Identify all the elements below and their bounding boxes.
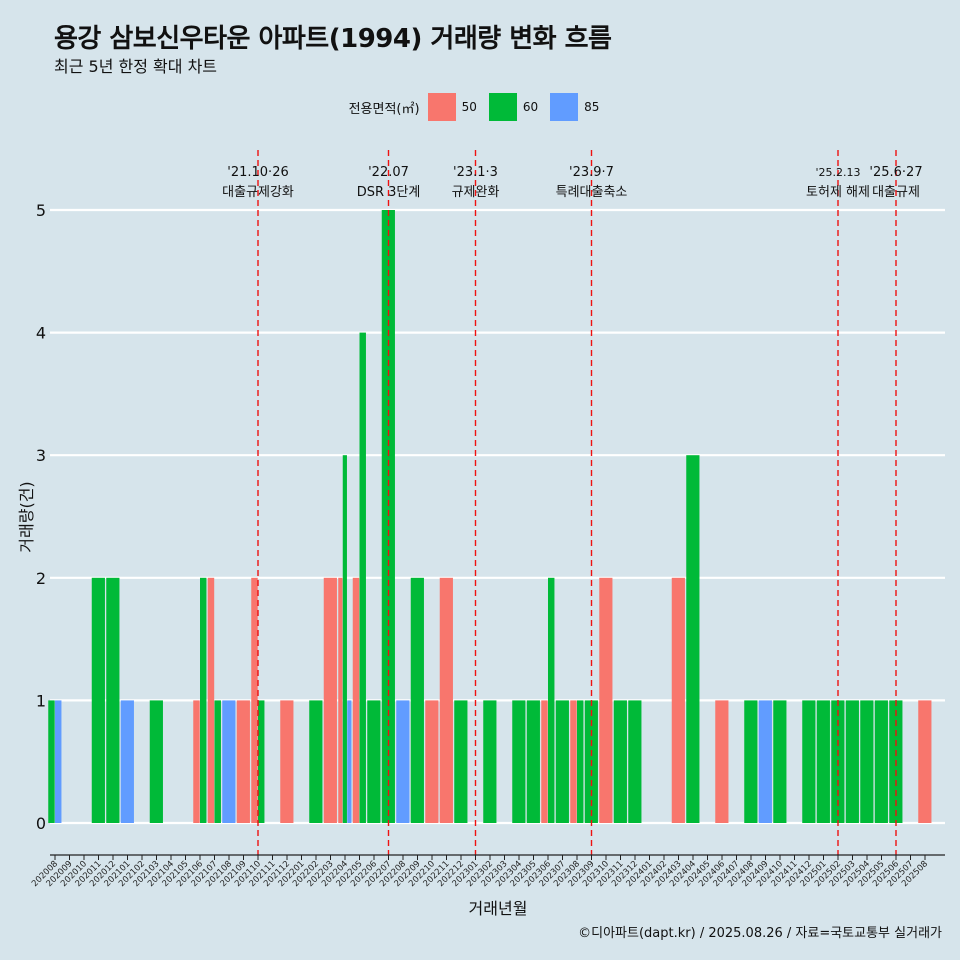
x-axis-label: 거래년월 (469, 899, 528, 918)
legend-label-50: 50 (461, 100, 477, 114)
bar-202008-85 (55, 700, 62, 823)
bar-202307-60 (555, 700, 569, 823)
bar-202103-60 (149, 700, 163, 823)
caption: ©디아파트(dapt.kr) / 2025.08.26 / 자료=국토교통부 실… (578, 926, 942, 941)
bar-202012-60 (106, 577, 120, 823)
bar-202311-60 (613, 700, 627, 823)
bar-202302-60 (483, 700, 497, 823)
bar-202409-85 (758, 700, 772, 823)
bar-202011-60 (91, 577, 105, 823)
bar-202101-85 (120, 700, 134, 823)
bar-202106-50 (193, 700, 200, 823)
y-tick-label-5: 5 (36, 201, 46, 220)
legend-label-85: 85 (584, 100, 600, 114)
annotation-label-202207: DSR 3단계 (357, 185, 421, 200)
legend-title: 전용면적(㎡) (348, 101, 420, 117)
bar-202312-60 (628, 700, 642, 823)
bar-202305-60 (526, 700, 540, 823)
legend-key-85 (550, 93, 579, 121)
bar-202204-60 (342, 455, 347, 823)
annotation-date-202110: '21.10·26 (227, 165, 288, 180)
bar-202205-50 (352, 577, 360, 823)
bar-202205-60 (359, 332, 366, 823)
bar-202106-60 (200, 577, 207, 823)
bar-202109-50 (236, 700, 250, 823)
bar-202211-50 (439, 577, 453, 823)
bar-202505-60 (874, 700, 888, 823)
bar-202107-50 (207, 577, 215, 823)
bar-202306-50 (541, 700, 548, 823)
y-tick-label-0: 0 (36, 814, 46, 833)
bar-202408-60 (744, 700, 758, 823)
bar-202403-50 (671, 577, 685, 823)
bar-202110-60 (258, 700, 265, 823)
x-axis: 2020082020092020102020112020122021012021… (30, 854, 945, 889)
y-axis: 0 1 2 3 4 5 (36, 201, 46, 833)
annotation-date-202502: '25.2.13 (815, 166, 860, 179)
bar-202212-60 (454, 700, 468, 823)
bar-202210-50 (425, 700, 439, 823)
annotation-label-202309: 특례대출축소 (556, 185, 628, 200)
bar-202308-50 (570, 700, 577, 823)
legend-key-50 (427, 93, 456, 121)
bar-202202-60 (309, 700, 323, 823)
bar-202404-60 (686, 455, 700, 823)
bar-202503-60 (845, 700, 859, 823)
annotation-date-202301: '23.1·3 (453, 165, 498, 180)
y-tick-label-2: 2 (36, 569, 46, 588)
bar-202207-60 (381, 210, 395, 823)
bar-202410-60 (773, 700, 787, 823)
y-axis-label: 거래량(건) (17, 481, 36, 552)
bar-202208-85 (396, 700, 410, 823)
y-tick-label-3: 3 (36, 446, 46, 465)
bar-202501-60 (816, 700, 830, 823)
bar-202203-50 (323, 577, 337, 823)
bar-202310-50 (599, 577, 613, 823)
annotation-date-202207: '22.07 (368, 165, 409, 180)
annotation-date-202309: '23.9·7 (569, 165, 614, 180)
annotations: '21.10·26 대출규제강화 '22.07 DSR 3단계 '23.1·3 규제완화 '… (222, 150, 923, 855)
annotation-date-202506: '25.6·27 (869, 165, 922, 180)
y-tick-label-1: 1 (36, 691, 46, 710)
bars (48, 210, 932, 823)
bar-202206-60 (367, 700, 381, 823)
bar-202412-60 (802, 700, 816, 823)
bar-202508-50 (918, 700, 932, 823)
bar-202304-60 (512, 700, 526, 823)
bar-202110-50 (251, 577, 258, 823)
chart-subtitle: 최근 5년 한정 확대 차트 (54, 57, 218, 76)
annotation-label-202502: 토허제 해제 (806, 185, 870, 200)
y-tick-label-4: 4 (36, 324, 46, 343)
bar-202112-50 (280, 700, 294, 823)
annotation-label-202110: 대출규제강화 (222, 185, 294, 200)
bar-202406-50 (715, 700, 729, 823)
bar-202108-85 (222, 700, 236, 823)
legend-key-60 (488, 93, 517, 121)
bar-202504-60 (860, 700, 874, 823)
bar-202306-60 (548, 577, 555, 823)
legend: 전용면적(㎡) 50 60 85 (0, 93, 960, 121)
bar-202209-60 (410, 577, 424, 823)
bar-202107-60 (214, 700, 221, 823)
annotation-label-202301: 규제완화 (452, 185, 500, 200)
bar-202204-50 (338, 577, 343, 823)
chart-title: 용강 삼보신우타운 아파트(1994) 거래량 변화 흐름 (54, 24, 612, 54)
bar-202204-85 (347, 700, 352, 823)
annotation-label-202506: 대출규제 (872, 185, 920, 200)
bar-202008-60 (48, 700, 55, 823)
bar-202308-60 (577, 700, 584, 823)
legend-label-60: 60 (522, 100, 539, 114)
